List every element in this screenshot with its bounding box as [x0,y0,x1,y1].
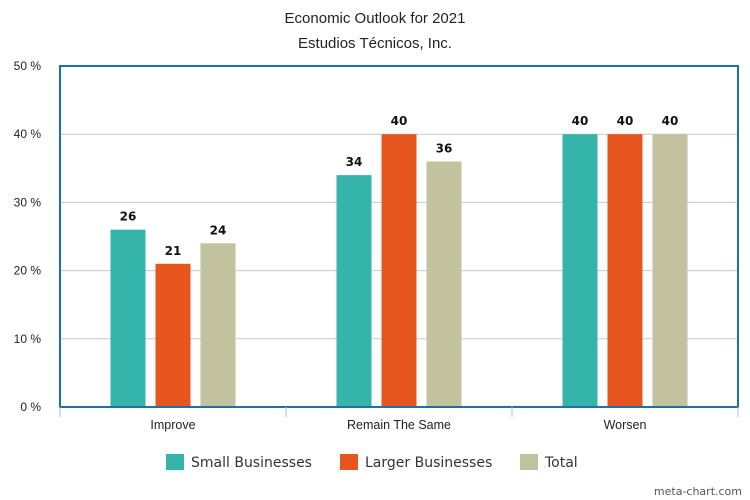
y-tick-label: 0 % [20,400,41,414]
data-label: 21 [165,244,182,258]
y-tick-label: 10 % [14,332,42,346]
data-labels: 26 21 24 34 40 36 40 40 40 [120,114,679,258]
legend-label: Total [544,455,578,471]
x-category-label: Remain The Same [347,418,451,432]
y-tick-label: 30 % [14,195,42,209]
bar [607,134,643,407]
legend-swatch [166,454,184,470]
chart-title: Economic Outlook for 2021 [285,10,466,27]
bar [155,263,191,407]
bar [426,161,462,407]
legend: Small Businesses Larger Businesses Total [166,454,578,471]
bar [381,134,417,407]
bar [110,229,146,407]
data-label: 40 [572,114,589,128]
plot-frame [59,65,739,408]
credit-text: meta-chart.com [654,485,742,498]
x-category-label: Improve [150,418,195,432]
bars [110,134,688,407]
data-label: 40 [617,114,634,128]
data-label: 24 [210,223,227,237]
chart-subtitle: Estudios Técnicos, Inc. [298,35,452,52]
data-label: 40 [662,114,679,128]
y-tick-label: 50 % [14,59,42,73]
bar [200,243,236,407]
data-label: 34 [346,155,363,169]
bar [562,134,598,407]
y-tick-label: 40 % [14,127,42,141]
bar [652,134,688,407]
axes: 0 % 10 % 20 % 30 % 40 % 50 % Improve Remain The… [14,59,739,432]
data-label: 26 [120,210,137,224]
data-label: 40 [391,114,408,128]
data-label: 36 [436,141,453,155]
legend-label: Larger Businesses [365,455,492,471]
legend-label: Small Businesses [191,455,312,471]
legend-swatch [520,454,538,470]
legend-swatch [340,454,358,470]
bar [336,175,372,407]
y-tick-label: 20 % [14,264,42,278]
x-category-label: Worsen [604,418,647,432]
